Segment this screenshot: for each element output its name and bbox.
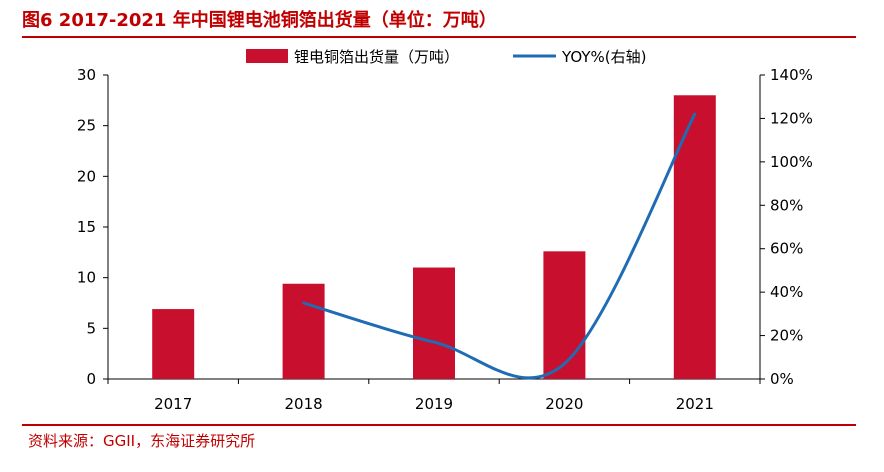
legend-label-line: YOY%(右轴) <box>561 48 646 66</box>
y-right-tick-label: 140% <box>770 66 813 84</box>
y-right-tick-label: 0% <box>770 370 794 388</box>
y-left-tick-label: 30 <box>77 66 96 84</box>
y-left-tick-label: 25 <box>77 117 96 135</box>
y-left-tick-label: 10 <box>77 269 96 287</box>
bars-layer <box>152 95 716 380</box>
bar-2017 <box>152 309 195 379</box>
x-tick-label: 2017 <box>154 395 192 413</box>
y-right-tick-label: 40% <box>770 283 803 301</box>
source-divider <box>22 424 856 426</box>
title-divider <box>22 36 856 38</box>
x-tick-label: 2020 <box>545 395 583 413</box>
y-left-tick-label: 20 <box>77 167 96 185</box>
bar-2018 <box>282 283 325 379</box>
legend: 锂电铜箔出货量（万吨） YOY%(右轴) <box>246 48 646 66</box>
y-right-tick-label: 80% <box>770 196 803 214</box>
bar-2019 <box>413 267 455 379</box>
source-note: 资料来源：GGII，东海证券研究所 <box>28 432 256 450</box>
figure-title: 图6 2017-2021 年中国锂电池铜箔出货量（单位：万吨） <box>22 10 497 31</box>
y-right-tick-label: 20% <box>770 327 803 345</box>
yoy-line <box>302 112 697 380</box>
x-tick-label: 2018 <box>285 395 323 413</box>
axes-layer: 0 5 10 15 20 25 30 0% 20% 40% 60% 80% 100% 120% 140% 20… <box>77 66 813 413</box>
y-right-tick-label: 120% <box>770 109 813 127</box>
y-left-tick-label: 15 <box>77 218 96 236</box>
y-left-tick-label: 0 <box>86 370 96 388</box>
y-right-tick-label: 100% <box>770 153 813 171</box>
line-layer <box>302 112 697 380</box>
bar-2020 <box>543 251 586 379</box>
x-tick-label: 2021 <box>676 395 714 413</box>
legend-swatch-bar <box>246 49 288 63</box>
y-right-tick-label: 60% <box>770 240 803 258</box>
legend-label-bar: 锂电铜箔出货量（万吨） <box>294 48 459 66</box>
bar-2021 <box>673 95 716 380</box>
x-tick-label: 2019 <box>415 395 453 413</box>
y-left-tick-label: 5 <box>86 319 96 337</box>
